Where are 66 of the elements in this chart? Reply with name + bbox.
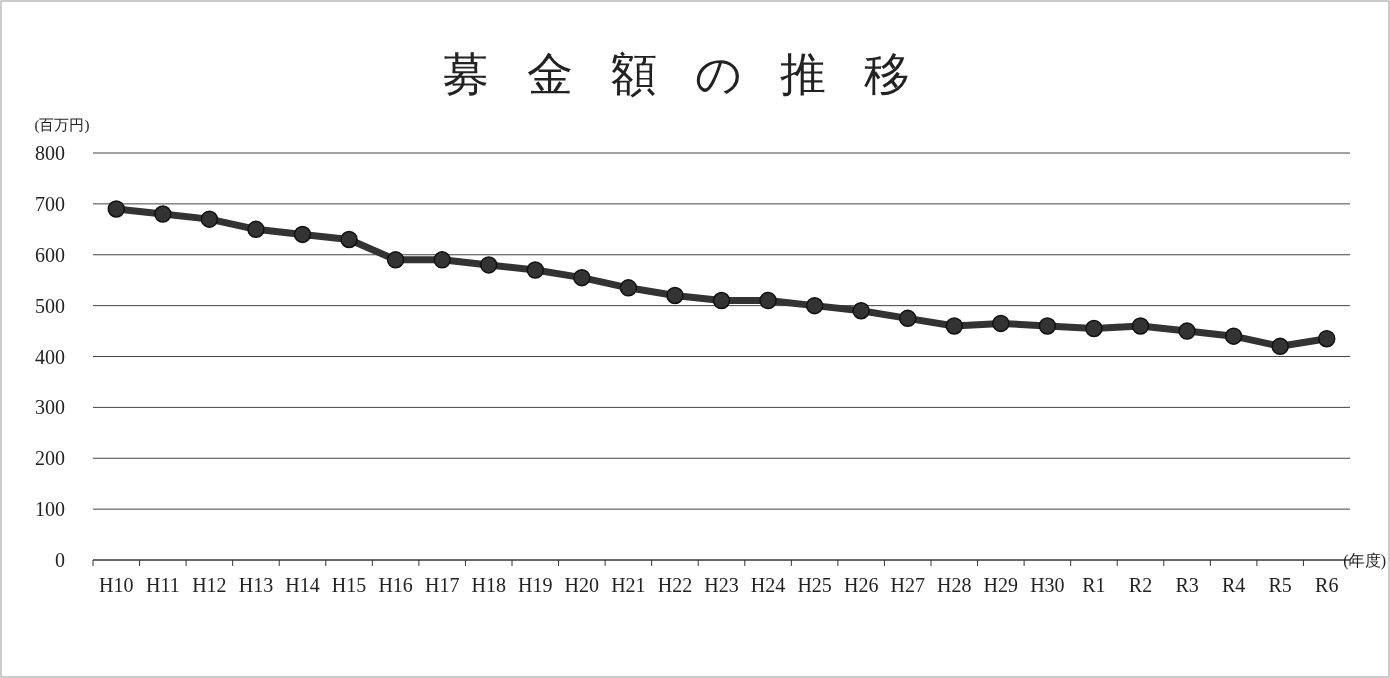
y-tick-label: 800 [35,142,65,164]
point [1131,317,1150,335]
point [340,230,358,249]
point [433,251,451,269]
point [898,309,917,328]
point [666,286,684,305]
point [852,301,870,320]
x-tick-label: H16 [378,574,413,596]
point [1085,319,1103,338]
x-tick-label: H21 [611,574,646,596]
x-tick-label: R3 [1175,574,1199,596]
y-tick-label: 400 [35,345,65,368]
point [293,225,312,244]
x-tick-label: H10 [99,574,134,596]
chart-title: 募金額の推移 [442,49,948,100]
x-tick-label: H28 [937,574,972,596]
point [759,291,777,310]
point [386,251,405,269]
x-tick-label: H30 [1030,574,1065,596]
x-tick-label: H19 [518,574,553,596]
point [573,268,591,287]
y-tick-label: 0 [55,549,65,571]
x-tick-label: H25 [797,574,832,596]
y-tick-label: 200 [35,447,65,470]
y-tick-label: 500 [35,294,65,317]
x-tick-label: H18 [471,574,506,596]
x-tick-label: H24 [750,574,786,596]
x-tick-label: H14 [285,574,320,596]
point [200,210,219,228]
x-tick-label: R4 [1221,574,1246,596]
y-tick-label: 100 [35,498,65,521]
x-tick-label: H23 [704,574,739,596]
x-tick-label: H13 [238,574,274,596]
x-tick-label: R5 [1268,574,1292,596]
x-tick-label: H12 [192,574,227,596]
point [945,317,964,335]
x-tick-label: H17 [424,574,460,596]
x-tick-label: H27 [890,574,925,596]
point [992,314,1010,333]
x-tick-label: R2 [1128,574,1153,596]
x-tick-label: H29 [983,574,1019,596]
point [526,261,545,279]
y-tick-label: 300 [35,396,65,419]
point [1271,337,1289,356]
x-tick-label: H20 [564,574,600,596]
point [247,220,265,239]
point [805,296,824,315]
point [154,205,172,223]
y-tick-label: 700 [35,192,65,215]
point [1038,317,1057,335]
x-tick-label: H26 [843,574,879,596]
x-tick-label: R6 [1315,574,1339,596]
x-tick-label: H11 [145,574,180,596]
y-axis-title: (百万円) [34,117,90,134]
point [479,256,498,274]
point [1178,322,1196,340]
point [1317,329,1336,348]
point [619,279,638,297]
point [712,291,731,310]
x-tick-label: H15 [331,574,367,596]
x-axis-title: (年度) [1343,552,1386,570]
point [1224,327,1243,345]
x-tick-label: R1 [1082,574,1106,596]
point [107,200,126,218]
x-tick-label: H22 [657,574,693,596]
y-tick-label: 600 [35,243,65,266]
